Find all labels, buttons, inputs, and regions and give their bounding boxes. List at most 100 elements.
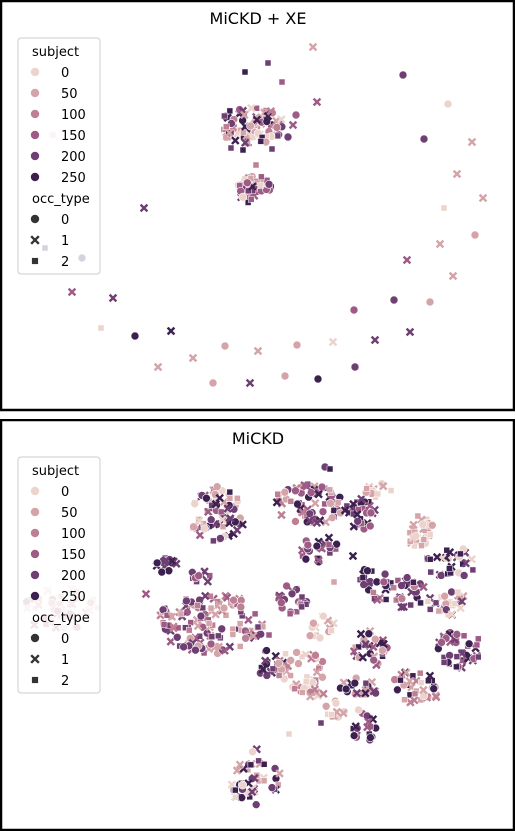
data-point — [219, 603, 229, 613]
data-point — [240, 129, 247, 136]
data-point — [319, 689, 328, 699]
data-point — [364, 578, 374, 587]
data-point — [191, 645, 200, 655]
data-point — [287, 589, 297, 599]
data-point — [464, 639, 474, 649]
data-point — [325, 541, 333, 549]
data-point — [280, 371, 290, 381]
data-point — [310, 498, 320, 508]
data-point — [460, 632, 468, 640]
legend-box — [17, 37, 101, 275]
data-point — [380, 569, 390, 579]
data-point — [321, 517, 330, 527]
data-point — [459, 571, 469, 580]
data-point — [447, 610, 456, 619]
data-point — [253, 105, 260, 112]
scatter-plot-mickd: MiCKD subject 0 50 100 150 200 250 occ_type 0 1 2 — [0, 419, 515, 831]
legend-label-subject: 0 — [61, 485, 69, 500]
data-point — [478, 193, 488, 203]
legend-label-subject: 250 — [61, 171, 86, 186]
data-point — [461, 559, 470, 568]
data-point — [275, 769, 284, 778]
data-point — [139, 203, 149, 213]
data-point — [194, 602, 201, 609]
data-point — [361, 688, 370, 698]
data-point — [232, 766, 242, 775]
data-point — [306, 692, 315, 701]
data-point — [292, 648, 301, 657]
data-point — [457, 550, 464, 558]
data-point — [308, 42, 318, 52]
data-point — [229, 631, 237, 638]
data-point — [221, 112, 228, 120]
data-point — [417, 599, 424, 607]
data-point — [326, 486, 334, 494]
data-point — [195, 530, 205, 540]
data-point — [364, 629, 374, 639]
data-point — [223, 123, 230, 130]
data-point — [238, 192, 248, 202]
data-point — [419, 685, 428, 695]
data-point — [310, 685, 320, 694]
data-point — [274, 132, 282, 140]
data-point — [382, 596, 390, 603]
data-point — [314, 556, 323, 565]
data-point — [324, 533, 334, 542]
data-point — [448, 271, 458, 281]
data-point — [429, 684, 439, 694]
legend-label-occ-type: 2 — [61, 255, 69, 270]
data-point — [440, 659, 448, 666]
data-point — [353, 516, 362, 526]
data-point — [374, 490, 382, 498]
legend-marker-subject — [30, 507, 40, 517]
data-point — [274, 659, 283, 668]
data-point — [312, 541, 322, 551]
data-point — [248, 747, 257, 757]
data-point — [393, 685, 402, 695]
data-point — [269, 665, 277, 673]
data-point — [425, 671, 435, 681]
data-point — [205, 620, 213, 627]
legend-marker-subject — [30, 151, 40, 161]
data-point — [447, 587, 456, 597]
data-point — [210, 537, 217, 545]
data-point — [330, 507, 338, 514]
data-point — [215, 493, 224, 503]
data-point — [216, 534, 225, 543]
data-point — [426, 531, 434, 538]
data-point — [298, 593, 306, 601]
data-point — [328, 337, 338, 347]
data-point — [264, 59, 272, 67]
data-point — [418, 542, 425, 549]
data-point — [262, 646, 271, 655]
data-point — [274, 490, 282, 498]
data-point — [267, 783, 277, 792]
data-point — [240, 138, 250, 147]
data-point — [312, 97, 322, 107]
legend-label-subject: 0 — [61, 66, 69, 81]
data-point — [410, 579, 417, 586]
data-point — [266, 106, 276, 116]
data-point — [473, 641, 481, 649]
chart-title: MiCKD + XE — [210, 9, 307, 28]
data-point — [443, 99, 453, 109]
data-point — [254, 623, 262, 631]
legend-box — [17, 456, 101, 694]
data-point — [286, 610, 294, 618]
data-point — [291, 517, 300, 526]
data-point — [336, 508, 345, 518]
data-point — [282, 650, 289, 657]
data-point — [387, 487, 395, 494]
data-point — [317, 719, 325, 727]
data-point — [247, 761, 255, 769]
data-point — [321, 701, 331, 711]
data-point — [186, 626, 193, 634]
data-point — [318, 507, 328, 516]
data-point — [97, 324, 105, 332]
data-point — [432, 599, 440, 607]
data-point — [452, 169, 462, 179]
data-point — [436, 571, 446, 580]
data-point — [257, 182, 264, 189]
data-point — [426, 556, 434, 563]
data-point — [305, 631, 315, 640]
